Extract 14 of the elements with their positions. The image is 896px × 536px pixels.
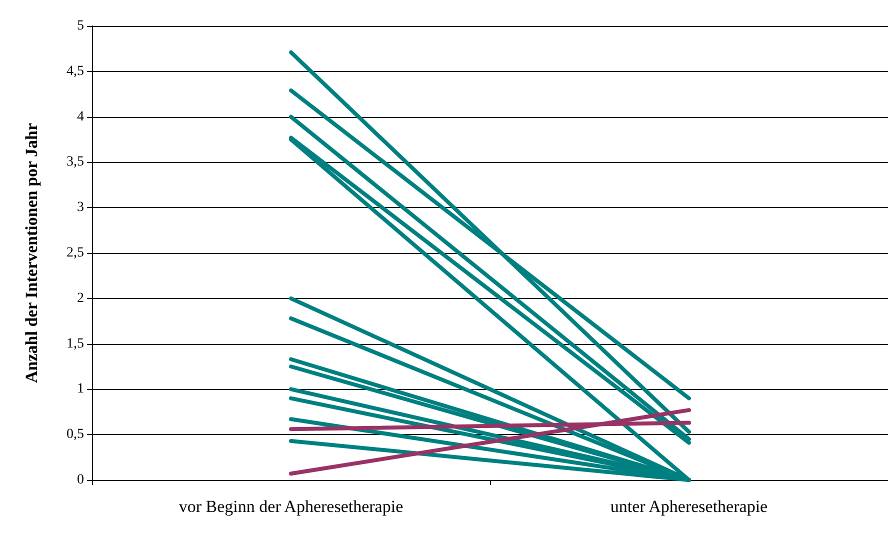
y-tick-label: 3 bbox=[77, 200, 84, 216]
y-tick-label: 2 bbox=[77, 290, 84, 306]
y-tick-label: 4,5 bbox=[66, 64, 84, 79]
x-tick-label: vor Beginn der Apheresetherapie bbox=[178, 497, 404, 516]
y-axis-title: Anzahl der Interventionen por Jahr bbox=[22, 122, 41, 384]
x-tick-label: unter Apheresetherapie bbox=[610, 497, 768, 516]
y-tick-label: 1,5 bbox=[66, 336, 84, 352]
y-tick-label: 3,5 bbox=[66, 154, 84, 170]
y-tick-label: 1 bbox=[77, 382, 84, 397]
y-tick-label: 0 bbox=[77, 472, 84, 488]
y-tick-label: 5 bbox=[77, 18, 84, 34]
y-tick-label: 2,5 bbox=[66, 246, 84, 260]
y-tick-label: 0,5 bbox=[66, 427, 84, 442]
y-tick-label: 4 bbox=[77, 109, 84, 124]
